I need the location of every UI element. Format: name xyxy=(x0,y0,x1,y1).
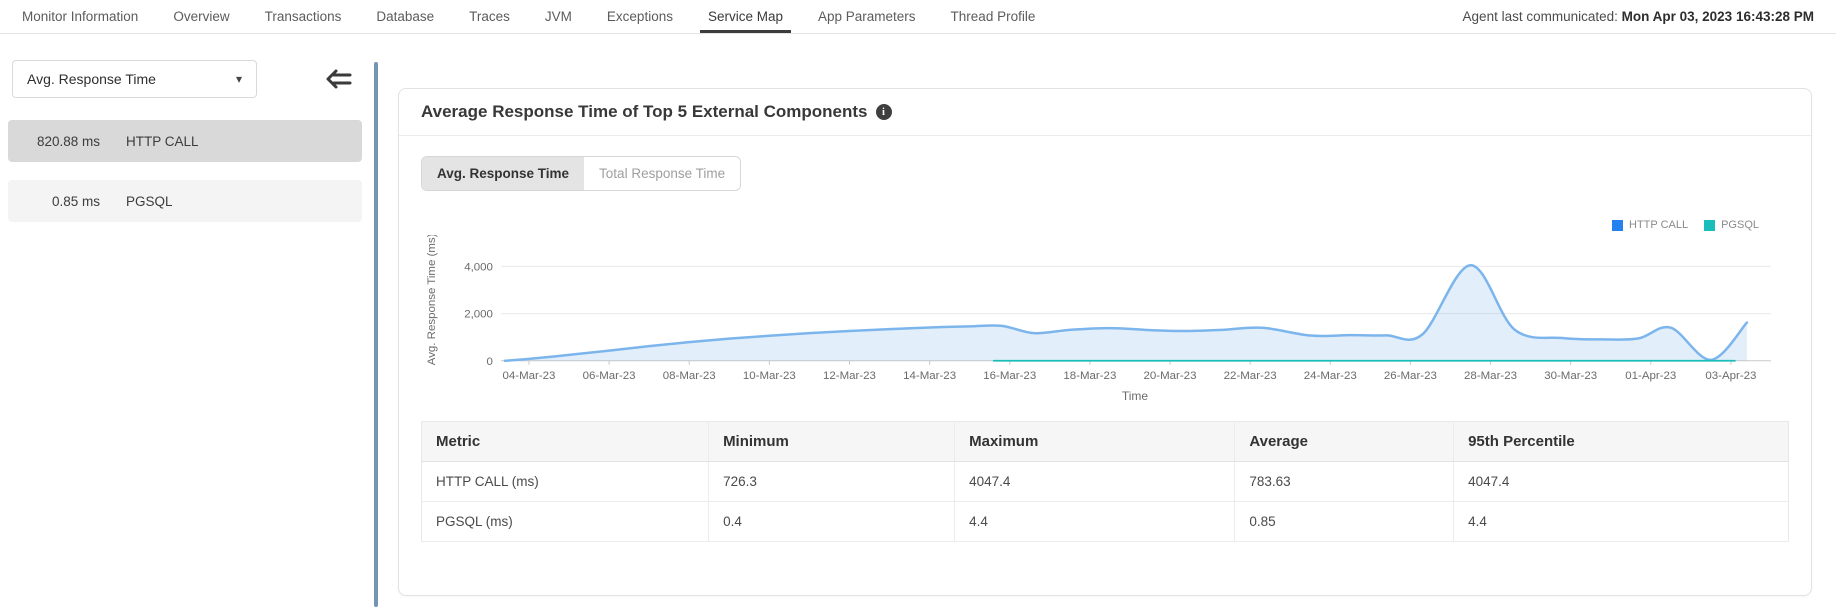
nav-app-parameters[interactable]: App Parameters xyxy=(818,9,916,24)
nav-jvm[interactable]: JVM xyxy=(544,9,572,24)
cell-average: 783.63 xyxy=(1234,461,1454,502)
col-header-minimum: Minimum xyxy=(708,421,955,462)
legend-label: PGSQL xyxy=(1721,219,1759,231)
svg-text:18-Mar-23: 18-Mar-23 xyxy=(1063,370,1116,382)
item-value: 820.88 ms xyxy=(36,133,100,149)
legend-label: HTTP CALL xyxy=(1629,219,1689,231)
svg-text:06-Mar-23: 06-Mar-23 xyxy=(583,370,636,382)
nav-exceptions[interactable]: Exceptions xyxy=(606,9,673,24)
chart-legend: HTTP CALL PGSQL xyxy=(421,219,1789,231)
cell-minimum: 726.3 xyxy=(708,461,955,502)
col-header-average: Average xyxy=(1234,421,1454,462)
svg-text:10-Mar-23: 10-Mar-23 xyxy=(743,370,796,382)
legend-swatch-pgsql xyxy=(1704,219,1716,231)
info-icon[interactable]: i xyxy=(875,104,892,120)
legend-swatch-http-call xyxy=(1612,219,1623,231)
svg-text:01-Apr-23: 01-Apr-23 xyxy=(1625,370,1676,382)
page-title: Average Response Time of Top 5 External … xyxy=(421,102,868,121)
col-header-maximum: Maximum xyxy=(954,421,1235,462)
chart-card: Average Response Time of Top 5 External … xyxy=(398,88,1812,596)
agent-timestamp: Mon Apr 03, 2023 16:43:28 PM xyxy=(1621,9,1814,24)
svg-text:0: 0 xyxy=(487,356,493,368)
collapse-sidebar-button[interactable] xyxy=(325,67,352,91)
tab-avg-response-time[interactable]: Avg. Response Time xyxy=(422,157,585,190)
table-row: PGSQL (ms) 0.4 4.4 0.85 4.4 xyxy=(421,501,1789,542)
svg-text:30-Mar-23: 30-Mar-23 xyxy=(1544,370,1597,382)
nav-service-map[interactable]: Service Map xyxy=(699,0,792,33)
agent-last-communicated: Agent last communicated: Mon Apr 03, 202… xyxy=(1463,9,1814,24)
item-label: PGSQL xyxy=(126,193,173,209)
svg-text:20-Mar-23: 20-Mar-23 xyxy=(1144,370,1197,382)
list-item-pgsql[interactable]: 0.85 ms PGSQL xyxy=(8,180,362,222)
cell-minimum: 0.4 xyxy=(708,501,955,542)
nav-database[interactable]: Database xyxy=(376,9,435,24)
svg-text:28-Mar-23: 28-Mar-23 xyxy=(1464,370,1517,382)
nav-overview[interactable]: Overview xyxy=(173,9,230,24)
cell-95th-percentile: 4.4 xyxy=(1453,501,1789,542)
sidebar: Avg. Response Time ▾ 820.88 ms HTTP CALL… xyxy=(0,34,374,607)
metric-select-dropdown[interactable]: Avg. Response Time ▾ xyxy=(12,60,257,98)
top-nav-bar: Monitor Information Overview Transaction… xyxy=(0,0,1836,34)
col-header-metric: Metric xyxy=(421,421,709,462)
cell-maximum: 4047.4 xyxy=(954,461,1235,502)
nav-monitor-information[interactable]: Monitor Information xyxy=(22,9,139,24)
main-content: Average Response Time of Top 5 External … xyxy=(378,34,1836,607)
svg-text:08-Mar-23: 08-Mar-23 xyxy=(663,370,716,382)
svg-text:26-Mar-23: 26-Mar-23 xyxy=(1384,370,1437,382)
sidebar-divider[interactable] xyxy=(374,62,378,607)
agent-label: Agent last communicated: xyxy=(1462,9,1618,24)
cell-metric: HTTP CALL (ms) xyxy=(421,461,709,502)
svg-text:16-Mar-23: 16-Mar-23 xyxy=(983,370,1036,382)
response-time-chart: 0 2,000 4,000 04-Mar-23 06-Mar-23 08-Mar-23 10… xyxy=(421,235,1789,403)
svg-text:04-Mar-23: 04-Mar-23 xyxy=(503,370,556,382)
svg-text:24-Mar-23: 24-Mar-23 xyxy=(1304,370,1357,382)
x-axis-title: Time xyxy=(1121,388,1149,403)
svg-text:12-Mar-23: 12-Mar-23 xyxy=(823,370,876,382)
cell-metric: PGSQL (ms) xyxy=(421,501,709,542)
collapse-left-icon xyxy=(326,69,352,89)
list-item-http-call[interactable]: 820.88 ms HTTP CALL xyxy=(8,120,362,162)
cell-maximum: 4.4 xyxy=(954,501,1235,542)
svg-text:22-Mar-23: 22-Mar-23 xyxy=(1224,370,1277,382)
item-label: HTTP CALL xyxy=(126,133,199,149)
legend-pgsql[interactable]: PGSQL xyxy=(1704,219,1759,231)
response-time-toggle: Avg. Response Time Total Response Time xyxy=(421,156,742,191)
cell-95th-percentile: 4047.4 xyxy=(1453,461,1789,502)
svg-text:2,000: 2,000 xyxy=(464,309,493,321)
chart-canvas: 0 2,000 4,000 04-Mar-23 06-Mar-23 08-Mar-23 10… xyxy=(426,235,1771,382)
nav-transactions[interactable]: Transactions xyxy=(264,9,342,24)
nav-thread-profile[interactable]: Thread Profile xyxy=(950,9,1036,24)
svg-text:4,000: 4,000 xyxy=(464,261,493,273)
tab-total-response-time[interactable]: Total Response Time xyxy=(584,157,741,190)
legend-http-call[interactable]: HTTP CALL xyxy=(1612,219,1688,231)
item-value: 0.85 ms xyxy=(51,193,100,209)
svg-text:03-Apr-23: 03-Apr-23 xyxy=(1705,370,1756,382)
svg-text:14-Mar-23: 14-Mar-23 xyxy=(903,370,956,382)
top-nav: Monitor Information Overview Transaction… xyxy=(22,0,1035,33)
chevron-down-icon: ▾ xyxy=(235,72,242,86)
table-row: HTTP CALL (ms) 726.3 4047.4 783.63 4047.… xyxy=(421,461,1789,502)
nav-traces[interactable]: Traces xyxy=(469,9,510,24)
metric-select-value: Avg. Response Time xyxy=(27,71,156,87)
stats-table: Metric Minimum Maximum Average 95th Perc… xyxy=(421,420,1789,542)
svg-text:Avg. Response Time (ms): Avg. Response Time (ms) xyxy=(426,235,438,365)
cell-average: 0.85 xyxy=(1234,501,1454,542)
col-header-95th-percentile: 95th Percentile xyxy=(1453,421,1789,462)
table-header-row: Metric Minimum Maximum Average 95th Perc… xyxy=(421,421,1789,462)
component-list: 820.88 ms HTTP CALL 0.85 ms PGSQL xyxy=(0,120,374,222)
